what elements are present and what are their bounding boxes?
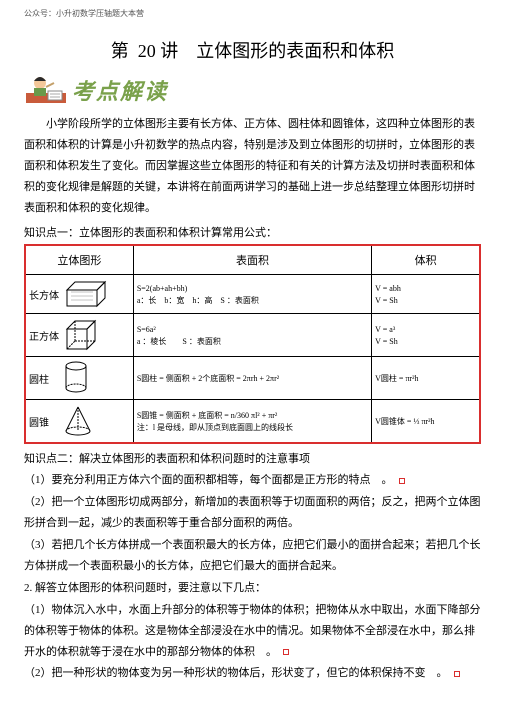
- volume-text: V = Sh: [375, 295, 476, 306]
- formula-text: S圆锥 = 侧面积 + 底面积 = n/360 πl² + πr²: [137, 410, 368, 421]
- marker-icon: [454, 671, 460, 677]
- section-label: 考点解读: [72, 74, 168, 106]
- table-row: 长方体 S=2(ab+ah+bh) a：长 b：宽 h：高 S ：表面积 V =…: [25, 275, 480, 314]
- title-prefix: 第: [111, 41, 129, 61]
- formula-text: S圆柱 = 侧面积 + 2个底面积 = 2πrh + 2πr²: [137, 373, 368, 384]
- formula-table: 立体图形 表面积 体积 长方体 S=2(ab+ah+bh) a：长 b：宽 h：…: [24, 244, 481, 444]
- th-shape: 立体图形: [25, 245, 133, 275]
- kp2-heading: 知识点二：解决立体图形的表面积和体积问题时的注意事项: [24, 450, 481, 466]
- th-surface: 表面积: [133, 245, 371, 275]
- table-row: 正方体 S=6a² a ：棱长 S ：表面积 V = a³ V = Sh: [25, 314, 480, 357]
- header-note: 公众号：小升初数学压轴题大本营: [24, 8, 481, 19]
- th-volume: 体积: [372, 245, 480, 275]
- volume-text: V = a³: [375, 324, 476, 335]
- list-item: （2）把一种形状的物体变为另一种形状的物体后，形状变了，但它的体积保持不变 。: [24, 663, 481, 684]
- formula-text: S=2(ab+ah+bh): [137, 283, 368, 294]
- formula-note: a ：棱长 S ：表面积: [137, 336, 368, 347]
- formula-note: 注：l 是母线，即从顶点到底面圆上的线段长: [137, 422, 368, 433]
- page-title: 第 20 讲 立体图形的表面积和体积: [24, 37, 481, 63]
- formula-note: a：长 b：宽 h：高 S ：表面积: [137, 295, 368, 306]
- formula-text: S=6a²: [137, 324, 368, 335]
- intro-paragraph: 小学阶段所学的立体图形主要有长方体、正方体、圆柱体和圆锥体，这四种立体图形的表面…: [24, 114, 481, 218]
- shape-name: 圆柱: [29, 371, 61, 386]
- cone-icon: [63, 403, 93, 439]
- volume-text: V圆柱 = πr²h: [375, 373, 476, 384]
- title-mid: 讲: [160, 41, 178, 61]
- shape-name: 正方体: [29, 328, 61, 343]
- volume-text: V = abh: [375, 283, 476, 294]
- list-item: （2）把一个立体图形切成两部分，新增加的表面积等于切面面积的两倍；反之，把两个立…: [24, 492, 481, 534]
- kp1-heading: 知识点一：立体图形的表面积和体积计算常用公式：: [24, 224, 481, 240]
- title-number: 20: [133, 41, 160, 61]
- cuboid-icon: [63, 278, 113, 310]
- list-item: （3）若把几个长方体拼成一个表面积最大的长方体，应把它们最小的面拼合起来；若把几…: [24, 535, 481, 577]
- table-row: 圆锥 S圆锥 = 侧面积 + 底面积 = n/360 πl² + πr² 注：l…: [25, 400, 480, 444]
- shape-name: 长方体: [29, 287, 61, 302]
- list-item: 2. 解答立体图形的体积问题时，要注意以下几点：: [24, 578, 481, 599]
- marker-icon: [399, 478, 405, 484]
- notes-list: （1）要充分利用正方体六个面的面积都相等，每个面都是正方形的特点 。 （2）把一…: [24, 470, 481, 684]
- list-item: （1）要充分利用正方体六个面的面积都相等，每个面都是正方形的特点 。: [24, 470, 481, 491]
- list-item: （1）物体沉入水中，水面上升部分的体积等于物体的体积；把物体从水中取出，水面下降…: [24, 600, 481, 663]
- volume-text: V = Sh: [375, 336, 476, 347]
- shape-name: 圆锥: [29, 414, 61, 429]
- cube-icon: [63, 317, 101, 353]
- student-icon: [24, 71, 68, 108]
- table-row: 圆柱 S圆柱 = 侧面积 + 2个底面积 = 2πrh + 2πr² V圆柱 =…: [25, 357, 480, 400]
- marker-icon: [283, 649, 289, 655]
- cylinder-icon: [63, 360, 89, 396]
- volume-text: V圆锥体 = ⅓ πr²h: [375, 416, 476, 427]
- section-banner: 考点解读: [24, 71, 481, 108]
- title-main: 立体图形的表面积和体积: [196, 41, 394, 61]
